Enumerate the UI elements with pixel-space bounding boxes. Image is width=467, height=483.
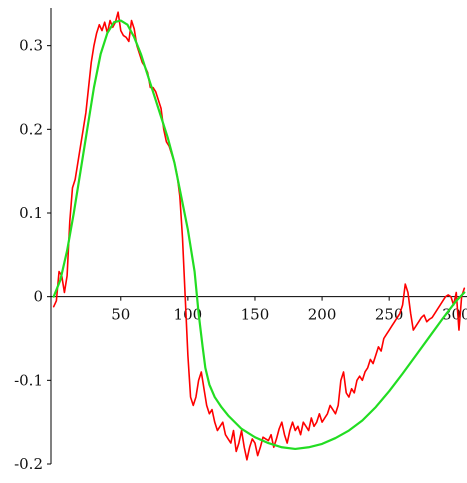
axes — [50, 8, 467, 464]
x-tick-label: 100 — [174, 306, 203, 324]
y-tick-label: -0.1 — [14, 371, 43, 389]
y-tick-label: 0.1 — [19, 204, 43, 222]
y-tick-label: 0.3 — [19, 37, 43, 55]
x-tick-label: 200 — [308, 306, 337, 324]
x-tick-label: 50 — [111, 306, 130, 324]
series-layer — [52, 11, 466, 461]
y-tick-label: 0.2 — [19, 120, 43, 138]
x-tick-label: 150 — [241, 306, 270, 324]
x-axis-ticks: 50 100 150 200 250 300 — [111, 296, 467, 324]
smooth-fit-line — [52, 19, 466, 451]
y-axis-ticks: -0.2 -0.1 0 0.1 0.2 0.3 — [14, 37, 51, 473]
y-tick-label: -0.2 — [14, 455, 43, 473]
y-tick-label: 0 — [33, 288, 43, 306]
noisy-signal-line — [52, 11, 466, 461]
